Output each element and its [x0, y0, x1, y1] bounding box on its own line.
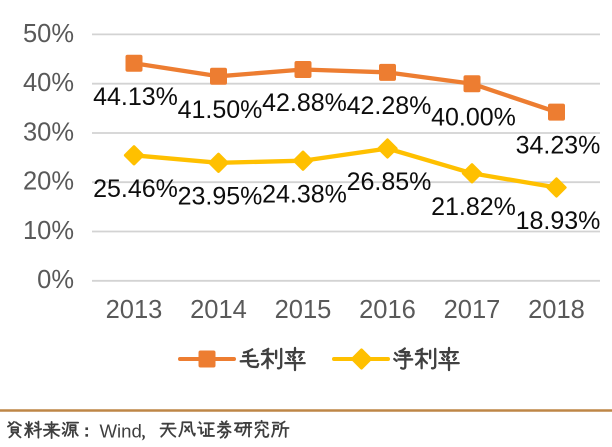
svg-text:42.28%: 42.28% [347, 92, 432, 120]
svg-text:25.46%: 25.46% [93, 175, 178, 203]
svg-text:34.23%: 34.23% [516, 132, 601, 160]
svg-text:2017: 2017 [444, 296, 501, 324]
svg-text:23.95%: 23.95% [178, 182, 263, 210]
svg-text:41.50%: 41.50% [178, 96, 263, 124]
svg-text:50%: 50% [23, 20, 74, 48]
svg-text:0%: 0% [37, 266, 74, 294]
svg-text:21.82%: 21.82% [431, 193, 516, 221]
svg-text:44.13%: 44.13% [93, 83, 178, 111]
svg-text:42.88%: 42.88% [262, 89, 347, 117]
svg-text:20%: 20% [23, 168, 74, 196]
svg-text:2013: 2013 [106, 296, 163, 324]
svg-text:2016: 2016 [359, 296, 416, 324]
svg-text:24.38%: 24.38% [262, 180, 347, 208]
svg-text:40%: 40% [23, 69, 74, 97]
svg-text:10%: 10% [23, 217, 74, 245]
svg-text:2014: 2014 [190, 296, 247, 324]
svg-text:30%: 30% [23, 118, 74, 146]
svg-text:26.85%: 26.85% [347, 168, 432, 196]
svg-text:40.00%: 40.00% [431, 103, 516, 131]
svg-text:Wind: Wind [100, 421, 142, 442]
svg-text:18.93%: 18.93% [516, 207, 601, 235]
svg-text:2015: 2015 [275, 296, 332, 324]
svg-text:2018: 2018 [528, 296, 585, 324]
